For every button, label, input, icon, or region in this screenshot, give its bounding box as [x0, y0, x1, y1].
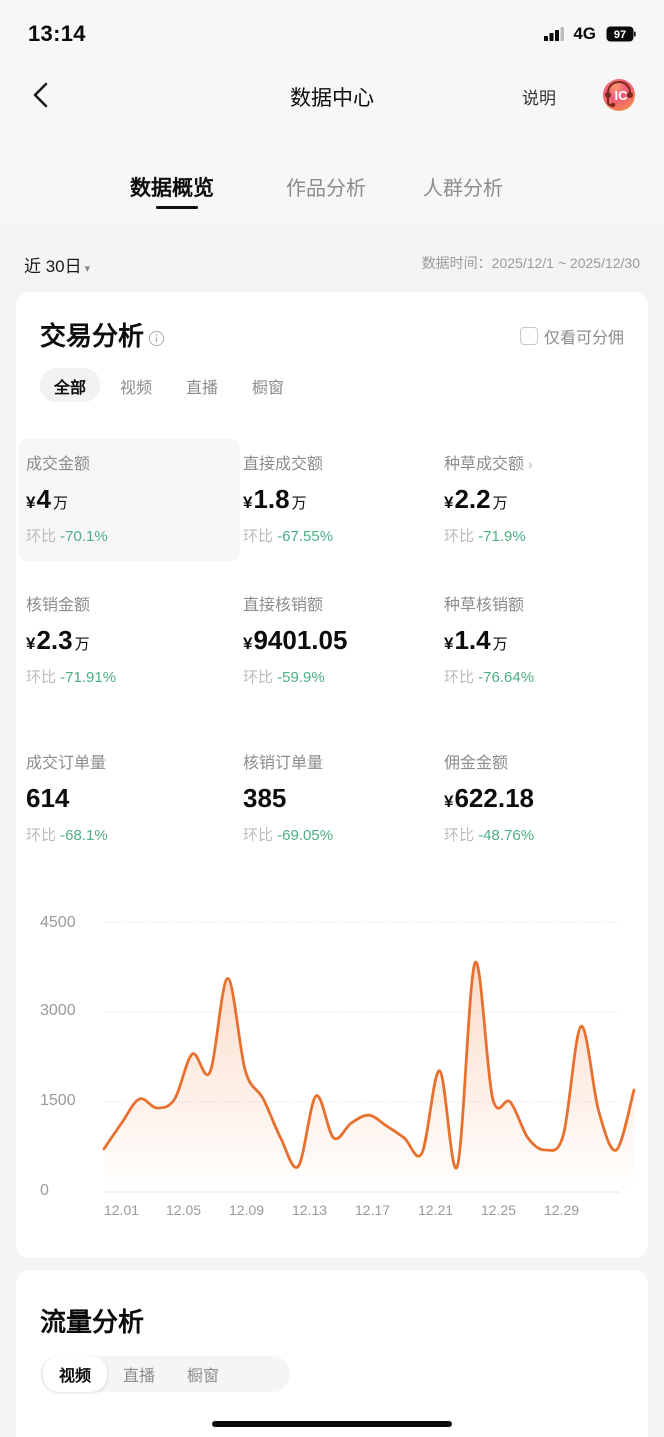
svg-text:IC: IC [615, 88, 629, 103]
svg-text:97: 97 [614, 29, 626, 41]
